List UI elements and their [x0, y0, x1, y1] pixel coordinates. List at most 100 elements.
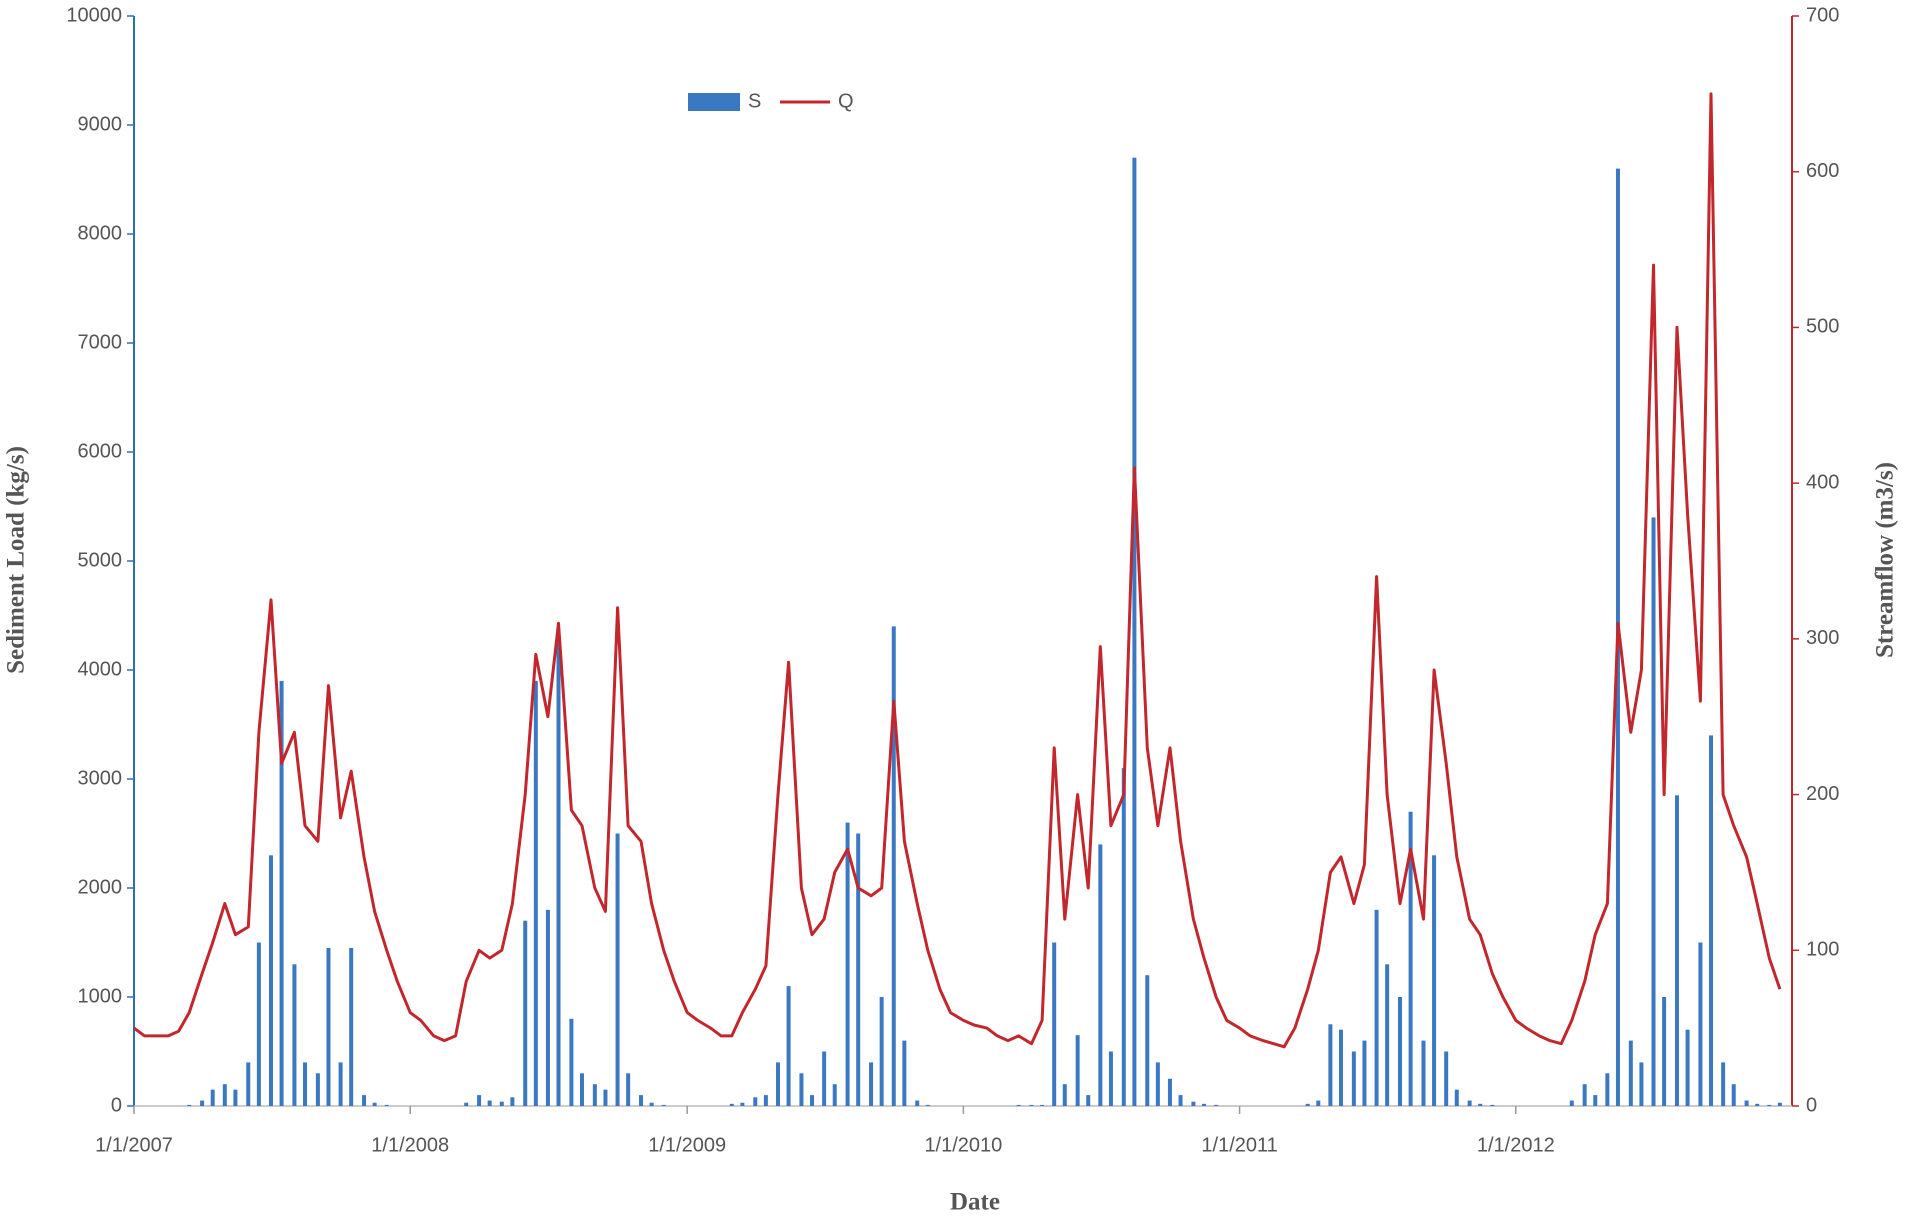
sediment-bar: [1098, 844, 1103, 1106]
sediment-bar: [845, 822, 850, 1106]
sediment-bar: [200, 1100, 205, 1106]
y2-tick-label: 600: [1806, 160, 1839, 182]
y2-tick-label: 200: [1806, 783, 1839, 805]
sediment-bar: [1490, 1104, 1495, 1106]
sediment-bar: [1132, 157, 1137, 1106]
streamflow-line: [133, 92, 1782, 1049]
sediment-bar: [545, 909, 550, 1106]
sediment-bar: [603, 1089, 608, 1106]
sediment-bar: [1167, 1078, 1172, 1106]
sediment-bar: [1755, 1103, 1760, 1106]
y-tick-label: 1000: [78, 985, 123, 1007]
sediment-bar: [464, 1102, 469, 1106]
sediment-bar: [233, 1089, 238, 1106]
sediment-bar: [1767, 1104, 1772, 1106]
sediment-bar: [753, 1097, 758, 1106]
sediment-bar: [499, 1101, 504, 1106]
sediment-bar: [372, 1102, 377, 1106]
sediment-bar: [1202, 1103, 1207, 1106]
sediment-bar: [1052, 942, 1057, 1106]
sediment-bar: [649, 1102, 654, 1106]
sediment-bar: [326, 947, 331, 1106]
sediment-bar: [1709, 735, 1714, 1106]
sediment-bar: [1328, 1024, 1333, 1106]
sediment-bar: [1075, 1035, 1080, 1106]
y2-axis-title: Streamflow (m3/s): [1872, 462, 1899, 658]
sediment-bar: [729, 1103, 734, 1106]
y2-tick-label: 400: [1806, 471, 1839, 493]
y-tick-label: 3000: [78, 767, 123, 789]
legend-label: S: [748, 90, 761, 112]
sediment-bar: [1444, 1051, 1449, 1106]
y-tick-label: 4000: [78, 658, 123, 680]
sediment-bar: [579, 1073, 584, 1106]
x-axis-title: Date: [950, 1189, 1000, 1216]
sediment-bar: [1454, 1089, 1459, 1106]
sediment-bar: [533, 680, 538, 1106]
y-tick-label: 10000: [66, 4, 122, 26]
sediment-bar: [268, 855, 273, 1106]
sediment-bar: [1421, 1040, 1426, 1106]
sediment-bar: [1628, 1040, 1633, 1106]
x-tick-label: 1/1/2009: [648, 1134, 726, 1156]
sediment-bar: [1214, 1104, 1219, 1106]
y-tick-label: 0: [111, 1094, 122, 1116]
sediment-bar: [1408, 811, 1413, 1106]
sediment-bar: [1721, 1062, 1726, 1106]
y-tick-label: 5000: [78, 549, 123, 571]
sediment-bar: [1605, 1073, 1610, 1106]
sediment-bar: [292, 964, 297, 1106]
sediment-bar: [279, 680, 284, 1106]
sediment-bar: [1698, 942, 1703, 1106]
sediment-bar: [891, 626, 896, 1106]
sediment-bar: [1674, 795, 1679, 1106]
y-tick-label: 8000: [78, 222, 123, 244]
sediment-bar: [1362, 1040, 1367, 1106]
sediment-bar: [810, 1095, 815, 1106]
sediment-bar: [1305, 1103, 1310, 1106]
sediment-bar: [338, 1062, 343, 1106]
sediment-bar: [256, 942, 261, 1106]
sediment-bar: [1178, 1095, 1183, 1106]
sediment-bar: [1155, 1062, 1160, 1106]
sediment-bar: [1316, 1100, 1321, 1106]
sediment-bar: [210, 1089, 215, 1106]
y-tick-label: 7000: [78, 331, 123, 353]
sediment-bar: [925, 1104, 930, 1106]
sediment-bar: [1662, 997, 1667, 1106]
sediment-bar: [1145, 975, 1150, 1106]
sediment-bar: [740, 1102, 745, 1106]
sediment-bar: [349, 947, 354, 1106]
sediment-bar: [1086, 1095, 1091, 1106]
sediment-bar: [1651, 517, 1656, 1106]
sediment-bar: [1744, 1100, 1749, 1106]
sediment-bar: [1191, 1101, 1196, 1106]
sediment-bar: [384, 1104, 389, 1106]
sediment-bar: [763, 1095, 768, 1106]
sediment-bar: [1040, 1104, 1045, 1106]
sediment-bar: [510, 1097, 515, 1106]
sediment-bar: [832, 1084, 837, 1106]
x-tick-label: 1/1/2010: [924, 1134, 1002, 1156]
sediment-bar: [879, 997, 884, 1106]
sediment-bar: [303, 1062, 308, 1106]
sediment-bar: [902, 1040, 907, 1106]
sediment-bar: [615, 833, 620, 1106]
sediment-bar: [775, 1062, 780, 1106]
sediment-bar: [523, 920, 528, 1106]
sediment-bar: [1016, 1104, 1021, 1106]
sediment-bar: [786, 986, 791, 1106]
sediment-bar: [1569, 1100, 1574, 1106]
sediment-bar: [477, 1095, 482, 1106]
sediment-bar: [362, 1095, 367, 1106]
sediment-bar: [187, 1104, 192, 1106]
sediment-bar: [1731, 1084, 1736, 1106]
y-tick-label: 6000: [78, 440, 123, 462]
sediment-bar: [1385, 964, 1390, 1106]
y2-tick-label: 500: [1806, 316, 1839, 338]
sediment-bar: [626, 1073, 631, 1106]
sediment-bar: [1398, 997, 1403, 1106]
sediment-bar: [556, 637, 561, 1106]
y2-tick-label: 300: [1806, 627, 1839, 649]
